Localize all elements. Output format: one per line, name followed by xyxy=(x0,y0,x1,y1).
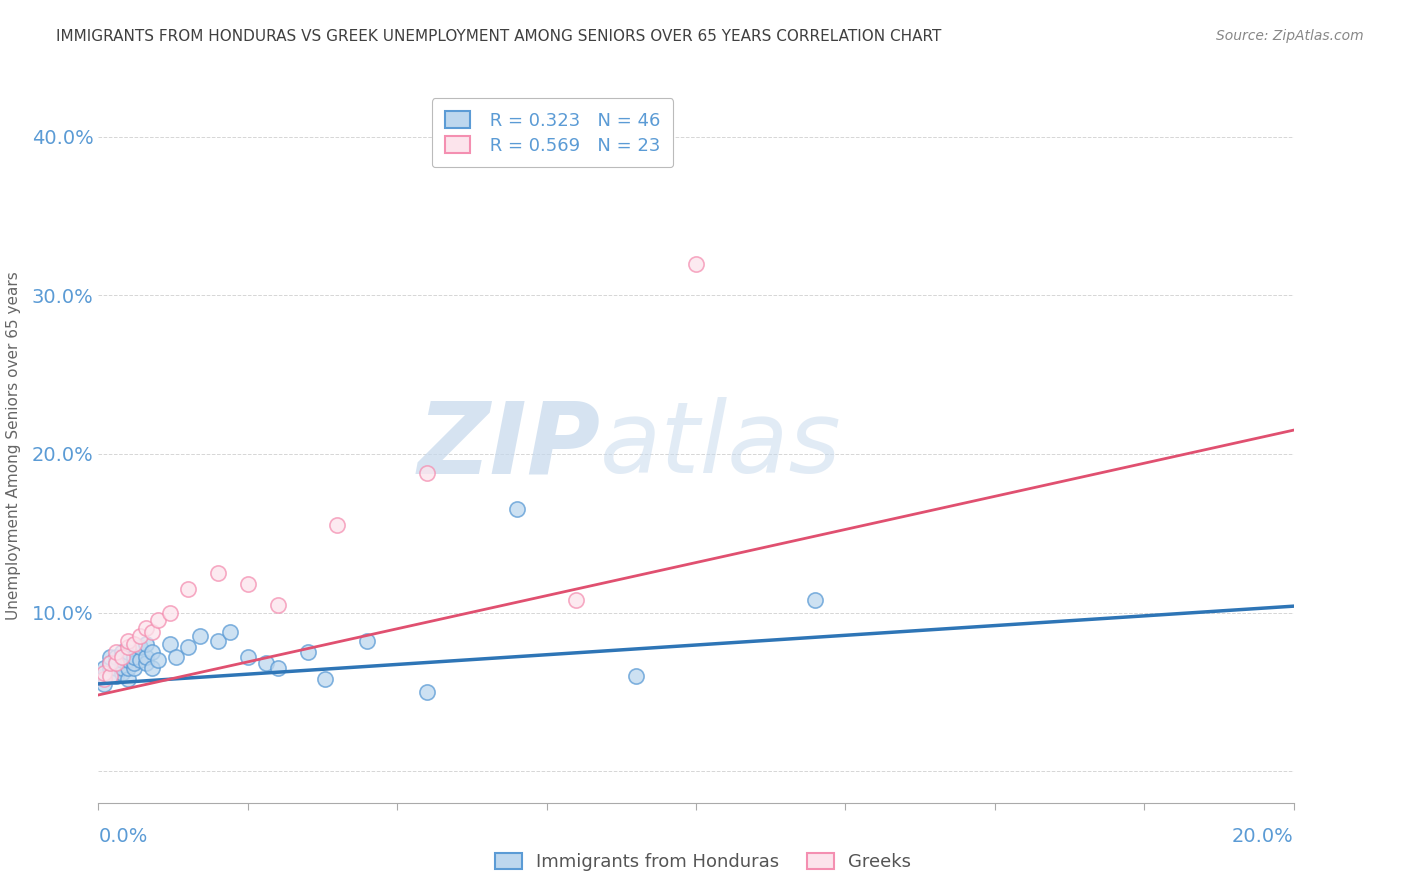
Point xyxy=(297,645,319,659)
Point xyxy=(177,582,200,596)
Point xyxy=(93,677,115,691)
Point xyxy=(135,657,157,671)
Point xyxy=(267,661,290,675)
Text: IMMIGRANTS FROM HONDURAS VS GREEK UNEMPLOYMENT AMONG SENIORS OVER 65 YEARS CORRE: IMMIGRANTS FROM HONDURAS VS GREEK UNEMPL… xyxy=(56,29,942,45)
Point xyxy=(98,669,122,683)
Point xyxy=(326,518,349,533)
Point xyxy=(93,665,115,680)
Point xyxy=(565,592,588,607)
Point xyxy=(117,645,139,659)
Point xyxy=(315,672,337,686)
Point xyxy=(506,502,529,516)
Point xyxy=(416,466,439,480)
Point xyxy=(129,629,152,643)
Point xyxy=(111,649,134,664)
Legend: Immigrants from Honduras, Greeks: Immigrants from Honduras, Greeks xyxy=(488,846,918,879)
Point xyxy=(236,577,259,591)
Point xyxy=(117,672,139,686)
Point xyxy=(105,661,128,675)
Point xyxy=(267,598,290,612)
Point xyxy=(93,672,115,686)
Text: 0.0%: 0.0% xyxy=(98,827,148,846)
Point xyxy=(177,640,200,655)
Point xyxy=(159,606,181,620)
Point xyxy=(105,657,128,671)
Point xyxy=(105,645,128,659)
Point xyxy=(129,653,152,667)
Text: 20.0%: 20.0% xyxy=(1232,827,1294,846)
Point xyxy=(111,665,134,680)
Point xyxy=(135,637,157,651)
Point xyxy=(141,624,163,639)
Point xyxy=(159,637,181,651)
Point xyxy=(93,661,115,675)
Point xyxy=(124,657,146,671)
Text: atlas: atlas xyxy=(600,398,842,494)
Point xyxy=(165,649,187,664)
Point xyxy=(188,629,211,643)
Point xyxy=(93,669,115,683)
Point xyxy=(98,661,122,675)
Point xyxy=(124,649,146,664)
Point xyxy=(124,661,146,675)
Point xyxy=(804,592,827,607)
Point xyxy=(236,649,259,664)
Point xyxy=(207,634,229,648)
Point xyxy=(219,624,242,639)
Point xyxy=(685,257,707,271)
Point xyxy=(135,621,157,635)
Point xyxy=(98,669,122,683)
Point xyxy=(105,649,128,664)
Point xyxy=(141,645,163,659)
Point xyxy=(105,669,128,683)
Point xyxy=(111,653,134,667)
Point xyxy=(124,637,146,651)
Point xyxy=(105,657,128,671)
Point xyxy=(141,661,163,675)
Point xyxy=(111,661,134,675)
Point xyxy=(135,649,157,664)
Point xyxy=(254,657,277,671)
Point xyxy=(626,669,648,683)
Point xyxy=(117,640,139,655)
Y-axis label: Unemployment Among Seniors over 65 years: Unemployment Among Seniors over 65 years xyxy=(6,272,21,620)
Text: Source: ZipAtlas.com: Source: ZipAtlas.com xyxy=(1216,29,1364,44)
Point xyxy=(117,634,139,648)
Point xyxy=(356,634,378,648)
Point xyxy=(117,653,139,667)
Point xyxy=(148,614,170,628)
Point xyxy=(416,685,439,699)
Text: ZIP: ZIP xyxy=(418,398,600,494)
Point xyxy=(207,566,229,580)
Point xyxy=(111,645,134,659)
Legend:  R = 0.323   N = 46,  R = 0.569   N = 23: R = 0.323 N = 46, R = 0.569 N = 23 xyxy=(432,98,673,168)
Point xyxy=(98,657,122,671)
Point xyxy=(148,653,170,667)
Point xyxy=(129,640,152,655)
Point xyxy=(98,649,122,664)
Point xyxy=(117,661,139,675)
Point xyxy=(98,657,122,671)
